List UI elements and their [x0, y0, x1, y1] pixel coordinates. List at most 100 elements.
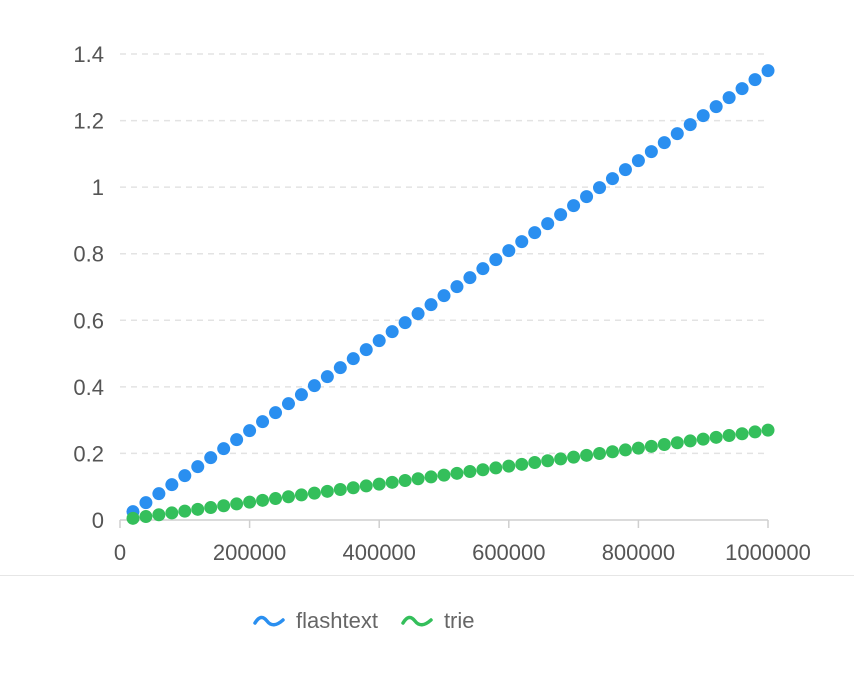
data-point[interactable] [528, 456, 542, 470]
data-point[interactable] [152, 508, 166, 522]
data-point[interactable] [307, 486, 321, 500]
data-point[interactable] [515, 457, 529, 471]
data-point[interactable] [320, 484, 334, 498]
data-point[interactable] [437, 289, 451, 303]
data-point[interactable] [178, 469, 192, 483]
data-point[interactable] [593, 181, 607, 195]
data-point[interactable] [476, 463, 490, 477]
data-point[interactable] [605, 445, 619, 459]
data-point[interactable] [541, 217, 555, 231]
data-point[interactable] [631, 441, 645, 455]
data-point[interactable] [294, 388, 308, 402]
data-point[interactable] [567, 450, 581, 464]
data-point[interactable] [372, 477, 386, 491]
data-point[interactable] [735, 427, 749, 441]
data-point[interactable] [644, 439, 658, 453]
data-point[interactable] [372, 334, 386, 348]
legend-item-flashtext[interactable]: flashtext [252, 608, 378, 634]
data-point[interactable] [450, 466, 464, 480]
data-point[interactable] [424, 298, 438, 312]
data-point[interactable] [204, 451, 218, 465]
data-point[interactable] [696, 432, 710, 446]
legend-item-trie[interactable]: trie [400, 608, 475, 634]
data-point[interactable] [191, 502, 205, 516]
data-point[interactable] [346, 481, 360, 495]
data-point[interactable] [359, 343, 373, 357]
data-point[interactable] [554, 208, 568, 222]
data-point[interactable] [191, 460, 205, 474]
data-point[interactable] [463, 271, 477, 285]
data-point[interactable] [243, 495, 257, 509]
data-point[interactable] [269, 406, 283, 420]
data-point[interactable] [580, 190, 594, 204]
data-point[interactable] [450, 280, 464, 294]
data-point[interactable] [294, 488, 308, 502]
data-point[interactable] [567, 199, 581, 213]
data-point[interactable] [722, 91, 736, 105]
data-point[interactable] [204, 501, 218, 515]
data-point[interactable] [333, 483, 347, 497]
data-point[interactable] [580, 448, 594, 462]
data-point[interactable] [709, 430, 723, 444]
data-point[interactable] [230, 433, 244, 447]
data-point[interactable] [139, 510, 153, 524]
data-point[interactable] [735, 82, 749, 96]
data-point[interactable] [683, 118, 697, 132]
data-point[interactable] [515, 235, 529, 249]
data-point[interactable] [683, 434, 697, 448]
data-point[interactable] [398, 474, 412, 488]
data-point[interactable] [411, 472, 425, 486]
data-point[interactable] [126, 511, 140, 525]
data-point[interactable] [618, 443, 632, 457]
data-point[interactable] [281, 490, 295, 504]
data-point[interactable] [165, 478, 179, 492]
data-point[interactable] [541, 454, 555, 468]
data-point[interactable] [256, 415, 270, 429]
data-point[interactable] [320, 370, 334, 384]
data-point[interactable] [670, 436, 684, 450]
data-point[interactable] [657, 136, 671, 150]
data-point[interactable] [644, 145, 658, 159]
data-point[interactable] [476, 262, 490, 276]
data-point[interactable] [748, 73, 762, 87]
data-point[interactable] [554, 452, 568, 466]
data-point[interactable] [346, 352, 360, 366]
data-point[interactable] [605, 172, 619, 186]
data-point[interactable] [385, 325, 399, 339]
data-point[interactable] [502, 244, 516, 258]
data-point[interactable] [333, 361, 347, 375]
data-point[interactable] [489, 461, 503, 475]
data-point[interactable] [411, 307, 425, 321]
data-point[interactable] [709, 100, 723, 114]
data-point[interactable] [165, 506, 179, 520]
data-point[interactable] [385, 475, 399, 489]
data-point[interactable] [502, 459, 516, 473]
data-point[interactable] [139, 496, 153, 510]
data-point[interactable] [761, 423, 775, 437]
data-point[interactable] [230, 497, 244, 511]
data-point[interactable] [463, 465, 477, 479]
data-point[interactable] [593, 447, 607, 461]
data-point[interactable] [657, 438, 671, 452]
data-point[interactable] [398, 316, 412, 330]
data-point[interactable] [243, 424, 257, 438]
data-point[interactable] [359, 479, 373, 493]
data-point[interactable] [281, 397, 295, 411]
data-point[interactable] [696, 109, 710, 123]
data-point[interactable] [722, 429, 736, 443]
data-point[interactable] [152, 487, 166, 501]
data-point[interactable] [424, 470, 438, 484]
data-point[interactable] [217, 442, 231, 456]
data-point[interactable] [761, 64, 775, 78]
data-point[interactable] [618, 163, 632, 177]
data-point[interactable] [217, 499, 231, 513]
data-point[interactable] [437, 468, 451, 482]
data-point[interactable] [307, 379, 321, 393]
data-point[interactable] [670, 127, 684, 141]
data-point[interactable] [748, 425, 762, 439]
data-point[interactable] [489, 253, 503, 267]
data-point[interactable] [631, 154, 645, 168]
data-point[interactable] [528, 226, 542, 240]
data-point[interactable] [178, 504, 192, 518]
data-point[interactable] [256, 493, 270, 507]
